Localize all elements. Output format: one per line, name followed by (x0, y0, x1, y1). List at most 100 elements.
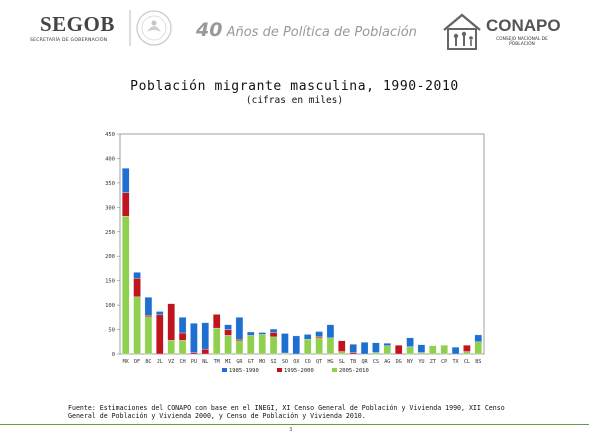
bar-segment-df-1985-1990 (133, 272, 141, 279)
footer-divider (0, 424, 589, 425)
bar-segment-zt-2005-2010 (429, 345, 437, 355)
bar-segment-tb-1985-1990 (349, 344, 357, 353)
bar-segment-ny-1985-1990 (406, 337, 414, 347)
x-tick-label: SI (270, 359, 276, 365)
bar-segment-mo-2005-2010 (258, 334, 266, 355)
bar-segment-mi-1985-1990 (224, 324, 232, 330)
page-number: 3 (289, 427, 293, 433)
x-tick-label: GT (248, 359, 254, 365)
bar-segment-hg-2005-2010 (326, 337, 335, 355)
x-tick-label: MI (225, 359, 231, 365)
legend-swatch (222, 368, 227, 372)
bar-segment-mx-1985-1990 (122, 168, 130, 193)
bar-segment-nl-1995-2000 (201, 348, 209, 355)
x-tick-label: CS (373, 359, 379, 365)
y-tick-label: 400 (105, 156, 115, 162)
bar-segment-si-1985-1990 (269, 328, 278, 333)
bar-segment-bc-1985-1990 (144, 297, 153, 316)
x-tick-label: NY (407, 359, 414, 365)
x-tick-label: CH (179, 359, 185, 365)
legend-label: 1995-2000 (284, 368, 314, 374)
bar-segment-qr-1985-1990 (360, 342, 369, 355)
bar-segment-df-1995-2000 (133, 278, 141, 297)
x-tick-label: DF (134, 359, 140, 365)
bar-segment-pu-1985-1990 (190, 323, 198, 353)
bar-segment-qt-1995-2000 (315, 336, 323, 339)
x-tick-label: AG (384, 359, 390, 365)
bar-segment-co-1985-1990 (304, 334, 312, 340)
bar-segment-nl-1985-1990 (201, 322, 209, 350)
bar-segment-qt-1985-1990 (315, 331, 323, 337)
bar-segment-ag-1985-1990 (383, 343, 391, 346)
source-note: Fuente: Estimaciones del CONAPO con base… (68, 404, 505, 421)
bar-segment-dg-1995-2000 (395, 345, 403, 355)
bar-segment-yu-1985-1990 (417, 344, 426, 353)
segob-subtitle: SECRETARÍA DE GOBERNACIÓN (30, 38, 108, 43)
stacked-bar-chart: 0 50 100 150 200 250 300 350 400 450 MX DF BC JL VZ CH P… (105, 132, 485, 374)
conapo-house-icon (443, 13, 481, 50)
bar-segment-ag-2005-2010 (383, 345, 391, 355)
bar-segment-cs-1985-1990 (372, 342, 380, 353)
x-tick-label: TM (214, 359, 220, 365)
y-tick-label: 50 (108, 328, 115, 334)
bar-segment-bc-2005-2010 (144, 316, 153, 355)
bar-segment-jl-1995-2000 (156, 314, 164, 355)
bar-segment-cs-2005-2010 (372, 352, 380, 355)
bar-segment-bc-1995-2000 (144, 315, 153, 317)
bar-segment-ch-2005-2010 (178, 340, 187, 355)
x-tick-label: JL (157, 359, 163, 365)
bar-segment-tm-1995-2000 (213, 314, 221, 329)
x-tick-label: SL (339, 359, 345, 365)
bar-segment-mi-2005-2010 (224, 335, 232, 355)
bar-segment-hg-1985-1990 (326, 324, 335, 339)
y-tick-label: 450 (105, 132, 115, 138)
x-tick-label: QT (316, 359, 322, 365)
x-tick-label: NL (202, 359, 208, 365)
x-tick-label: MX (123, 359, 130, 365)
bar-segment-mx-2005-2010 (122, 215, 130, 355)
plot-frame (119, 133, 485, 355)
bar-segment-vz-1995-2000 (167, 303, 175, 341)
x-tick-label: YU (418, 359, 424, 365)
x-tick-label: GR (236, 359, 243, 365)
bar-segment-mo-1985-1990 (258, 332, 266, 335)
bar-segment-bs-1985-1990 (474, 334, 482, 342)
segob-logo-text: SEGOB (40, 12, 115, 36)
bar-segment-gt-2005-2010 (247, 335, 255, 355)
legend-label: 2005-2010 (339, 368, 369, 374)
page-header: SEGOB SECRETARÍA DE GOBERNACIÓN 40 Años … (0, 0, 589, 58)
legend-swatch (332, 368, 337, 372)
bar-segment-si-1995-2000 (269, 332, 278, 338)
x-tick-label: HG (327, 359, 333, 365)
x-tick-label: SO (282, 359, 288, 365)
bar-segment-tm-2005-2010 (213, 327, 221, 355)
bar-segment-sl-2005-2010 (338, 351, 346, 355)
bar-segment-so-1985-1990 (281, 333, 289, 354)
bar-segment-gr-1995-2000 (235, 339, 244, 341)
bar-segment-cp-2005-2010 (440, 345, 448, 355)
x-tick-label: OX (293, 359, 300, 365)
bar-segment-yu-2005-2010 (417, 352, 426, 355)
bar-segment-cl-1995-2000 (463, 345, 471, 352)
y-tick-label: 0 (112, 352, 115, 358)
x-tick-label: TB (350, 359, 356, 365)
x-tick-label: MO (259, 359, 265, 365)
conapo-subtitle: CONSEJO NACIONAL DE POBLACIÓN (496, 37, 548, 47)
bar-segment-ch-1985-1990 (178, 317, 187, 334)
x-tick-label: ZT (430, 359, 436, 365)
bar-segment-tb-1995-2000 (349, 352, 357, 355)
bar-segment-ox-1985-1990 (292, 335, 300, 355)
x-tick-label: PU (191, 359, 197, 365)
x-tick-label: CP (441, 359, 447, 365)
mexican-seal-icon (129, 10, 172, 46)
bar-segment-mi-1995-2000 (224, 329, 232, 336)
header-title-number: 40 (196, 19, 223, 41)
x-tick-label: TX (452, 359, 459, 365)
bar-segment-jl-1985-1990 (156, 311, 164, 316)
bar-segment-tx-1985-1990 (451, 347, 460, 355)
bar-segment-mx-1995-2000 (122, 192, 130, 217)
x-tick-label: BS (475, 359, 481, 365)
y-tick-label: 150 (105, 279, 115, 285)
legend-swatch (277, 368, 282, 372)
bar-segment-df-2005-2010 (133, 296, 141, 355)
